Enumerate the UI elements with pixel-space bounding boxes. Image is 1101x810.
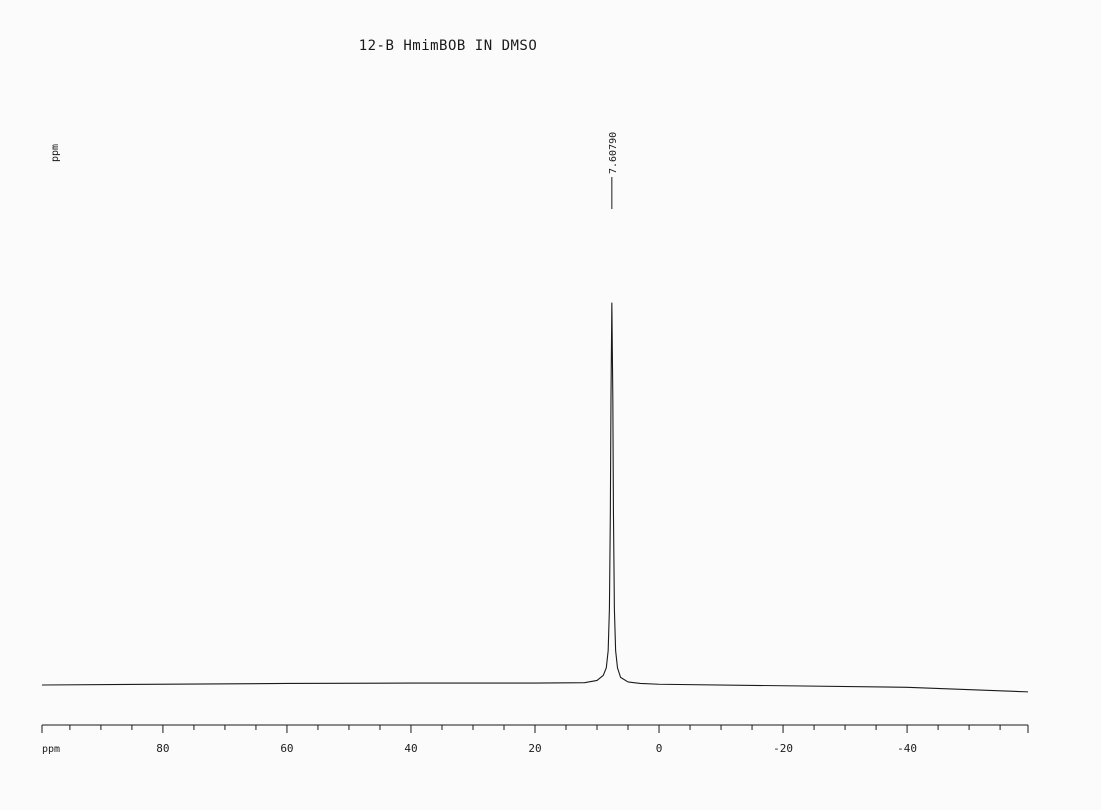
peak-annotations: 7.60790	[608, 132, 619, 209]
x-tick-label: 40	[404, 742, 417, 755]
spectrum-line	[41, 302, 1029, 693]
x-tick-label: -40	[897, 742, 917, 755]
x-axis-label: ppm	[42, 744, 60, 755]
y-axis-label: ppm	[50, 144, 61, 162]
x-tick-label: 80	[156, 742, 169, 755]
x-tick-label: 20	[528, 742, 541, 755]
peak-label: 7.60790	[608, 132, 619, 174]
spectrum-series	[41, 302, 1029, 693]
x-tick-label: 60	[280, 742, 293, 755]
x-tick-label: 0	[656, 742, 663, 755]
x-axis: 80 60 40 20 0 -20 -40	[41, 724, 1029, 755]
x-tick-label: -20	[773, 742, 793, 755]
chart-title: 12-B HmimBOB IN DMSO	[359, 38, 538, 54]
